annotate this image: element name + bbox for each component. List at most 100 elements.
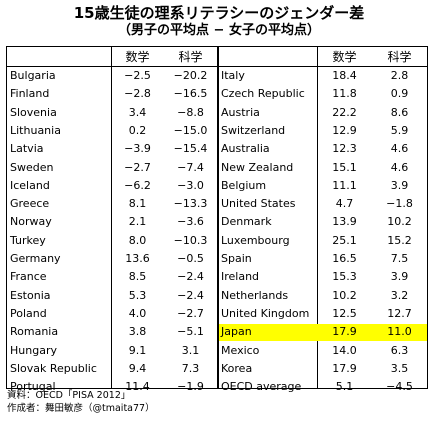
- table-row: Turkey 8.0 −10.3: [7, 232, 217, 250]
- country-name: Hungary: [10, 343, 57, 357]
- table-row: France 8.5 −2.4: [7, 268, 217, 286]
- science-value: 11.0: [387, 325, 412, 339]
- math-value: 14.0: [332, 343, 357, 357]
- country-name: Switzerland: [221, 123, 286, 137]
- math-value: 13.9: [332, 215, 357, 229]
- country-name: Mexico: [221, 343, 260, 357]
- country-name: Germany: [10, 252, 61, 265]
- science-value: −2.4: [177, 270, 204, 284]
- math-value: 25.1: [332, 233, 357, 247]
- right-math-header: 数学: [332, 50, 357, 64]
- table-row: Slovenia 3.4 −8.8: [7, 104, 217, 122]
- table-row: Lithuania 0.2 −15.0: [7, 122, 217, 140]
- table-row: Sweden −2.7 −7.4: [7, 159, 217, 177]
- country-name: Slovak Republic: [10, 361, 97, 375]
- country-name: Portugal: [10, 380, 56, 394]
- country-name: OECD average: [221, 380, 302, 394]
- math-value: −2.5: [124, 69, 151, 82]
- country-name: Korea: [221, 361, 253, 375]
- table-row: Poland 4.0 −2.7: [7, 305, 217, 323]
- science-value: 15.2: [387, 233, 412, 247]
- country-name: Japan: [221, 325, 252, 339]
- table-row: Denmark 13.9 10.2: [218, 213, 427, 231]
- country-name: Spain: [221, 252, 252, 265]
- source-note: 資料：OECD「PISA 2012」: [7, 390, 131, 401]
- science-value: −1.8: [386, 197, 413, 211]
- data-table: 数学 科学 数学 科学 Bulgaria −2.5 −20.2 Finland −2.8…: [6, 46, 428, 393]
- table-row: Spain 16.5 7.5: [218, 250, 427, 268]
- table-row: Germany 13.6 −0.5: [7, 250, 217, 268]
- country-name: Turkey: [10, 233, 46, 247]
- math-value: −2.8: [124, 87, 151, 101]
- table-row: Bulgaria −2.5 −20.2: [7, 67, 217, 85]
- science-value: −20.2: [173, 69, 208, 82]
- math-value: 9.4: [128, 361, 147, 375]
- math-value: 11.1: [332, 178, 357, 192]
- science-value: −16.5: [173, 87, 208, 101]
- math-value: 17.9: [332, 325, 357, 339]
- science-value: 3.5: [390, 361, 409, 375]
- math-value: 12.3: [332, 142, 357, 156]
- center-divider: [217, 47, 219, 388]
- left-science-header: 科学: [178, 50, 203, 64]
- table-row: Netherlands 10.2 3.2: [218, 287, 427, 305]
- table-row: Japan 17.9 11.0: [218, 323, 427, 341]
- table-row: Romania 3.8 −5.1: [7, 323, 217, 341]
- country-name: Czech Republic: [221, 87, 305, 101]
- table-row: United States 4.7 −1.8: [218, 195, 427, 213]
- science-value: 3.9: [390, 178, 409, 192]
- science-value: 5.9: [390, 123, 409, 137]
- math-value: 12.9: [332, 123, 357, 137]
- science-value: 3.9: [390, 270, 409, 284]
- page-subtitle: （男子の平均点 − 女子の平均点）: [118, 23, 320, 38]
- math-value: 11.8: [332, 87, 357, 101]
- country-name: Ireland: [221, 270, 260, 284]
- table-row: Estonia 5.3 −2.4: [7, 287, 217, 305]
- science-value: 12.7: [387, 306, 412, 320]
- table-row: Italy 18.4 2.8: [218, 67, 427, 85]
- country-name: United Kingdom: [221, 306, 310, 320]
- science-value: −13.3: [173, 197, 208, 211]
- table-row: Greece 8.1 −13.3: [7, 195, 217, 213]
- science-value: 3.1: [181, 343, 200, 357]
- country-name: Luxembourg: [221, 233, 290, 247]
- science-value: 10.2: [387, 215, 412, 229]
- science-value: −7.4: [177, 160, 204, 174]
- math-value: 13.6: [125, 252, 150, 265]
- column-divider: [317, 47, 318, 388]
- science-value: −10.3: [173, 233, 208, 247]
- table-row: Norway 2.1 −3.6: [7, 213, 217, 231]
- science-value: 7.3: [181, 361, 200, 375]
- science-value: 0.9: [390, 87, 409, 101]
- math-value: 5.1: [335, 380, 354, 394]
- math-value: 5.3: [128, 288, 147, 302]
- table-row: Iceland −6.2 −3.0: [7, 177, 217, 195]
- math-value: 15.1: [332, 160, 357, 174]
- science-value: −0.5: [177, 252, 204, 265]
- table-row: Luxembourg 25.1 15.2: [218, 232, 427, 250]
- country-name: Austria: [221, 105, 260, 119]
- page-title: 15歳生徒の理系リテラシーのジェンダー差: [73, 4, 365, 22]
- table-row: OECD average 5.1 −4.5: [218, 378, 427, 396]
- country-name: Netherlands: [221, 288, 289, 302]
- math-value: −3.9: [124, 142, 151, 156]
- country-name: Greece: [10, 197, 50, 211]
- science-value: −3.0: [177, 178, 204, 192]
- science-value: 4.6: [390, 142, 409, 156]
- country-name: Iceland: [10, 178, 50, 192]
- highlight-row-background: [219, 324, 427, 342]
- science-value: −5.1: [177, 325, 204, 339]
- science-value: −2.7: [177, 306, 204, 320]
- country-name: Lithuania: [10, 123, 61, 137]
- science-value: −1.9: [177, 380, 204, 394]
- math-value: 12.5: [332, 306, 357, 320]
- country-name: Romania: [10, 325, 59, 339]
- math-value: 9.1: [128, 343, 147, 357]
- table-row: New Zealand 15.1 4.6: [218, 159, 427, 177]
- table-row: Korea 17.9 3.5: [218, 360, 427, 378]
- country-name: Poland: [10, 306, 47, 320]
- math-value: 3.8: [128, 325, 147, 339]
- math-value: 18.4: [332, 69, 357, 82]
- table-row: Switzerland 12.9 5.9: [218, 122, 427, 140]
- table-row: Portugal 11.4 −1.9: [7, 378, 217, 396]
